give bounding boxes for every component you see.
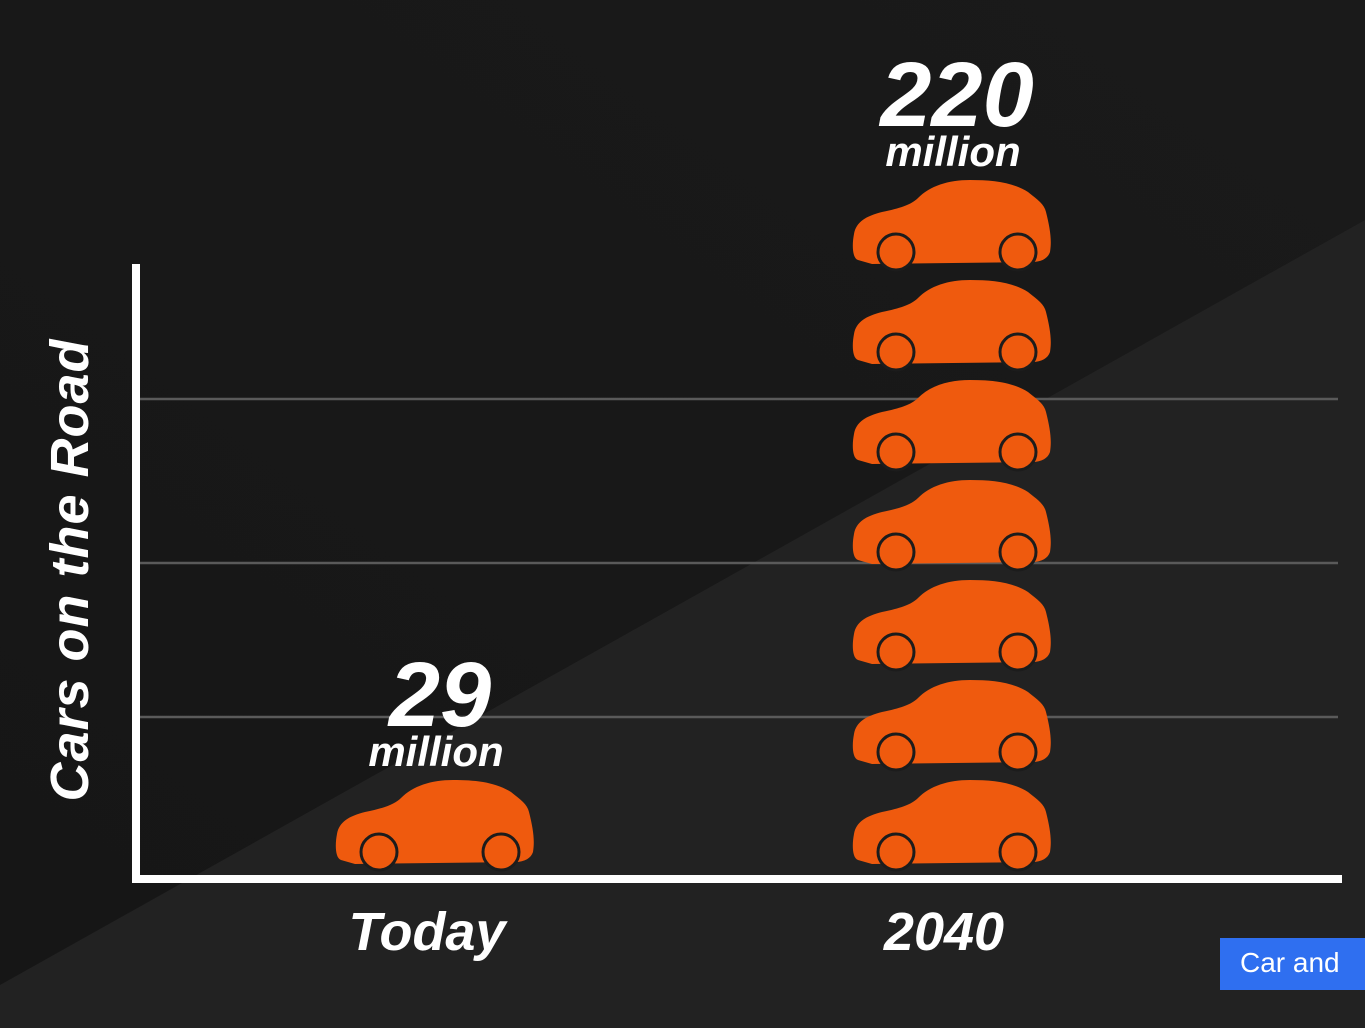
car-icon <box>852 280 1051 372</box>
car-icon <box>852 180 1051 272</box>
value-label-unit: million <box>885 128 1020 175</box>
car-front-wheel <box>876 332 916 372</box>
car-icon <box>852 380 1051 472</box>
car-rear-wheel <box>998 832 1038 872</box>
x-tick-labels: Today 2040 <box>348 902 1004 962</box>
car-front-wheel <box>876 232 916 272</box>
gridlines <box>140 397 1338 719</box>
car-front-wheel <box>876 632 916 672</box>
car-icon <box>852 680 1051 772</box>
car-rear-wheel <box>998 432 1038 472</box>
car-icon <box>852 480 1051 572</box>
car-front-wheel <box>876 532 916 572</box>
x-tick-label: 2040 <box>883 902 1004 962</box>
car-icon <box>852 780 1051 872</box>
car-front-wheel <box>876 432 916 472</box>
value-label-unit: million <box>368 728 503 775</box>
x-tick-label: Today <box>348 902 508 962</box>
value-label-number: 220 <box>878 44 1034 146</box>
car-rear-wheel <box>998 732 1038 772</box>
bar-2040 <box>852 180 1051 872</box>
caption-badge[interactable]: Car and <box>1220 938 1365 990</box>
car-rear-wheel <box>998 632 1038 672</box>
car-icon <box>335 780 534 872</box>
value-label-number: 29 <box>387 644 491 746</box>
car-rear-wheel <box>481 832 521 872</box>
bar-today <box>335 780 534 872</box>
car-icon <box>852 580 1051 672</box>
car-rear-wheel <box>998 532 1038 572</box>
car-rear-wheel <box>998 232 1038 272</box>
car-front-wheel <box>359 832 399 872</box>
car-front-wheel <box>876 732 916 772</box>
y-axis-title: Cars on the Road <box>40 338 100 801</box>
car-front-wheel <box>876 832 916 872</box>
bars <box>335 180 1051 872</box>
car-rear-wheel <box>998 332 1038 372</box>
